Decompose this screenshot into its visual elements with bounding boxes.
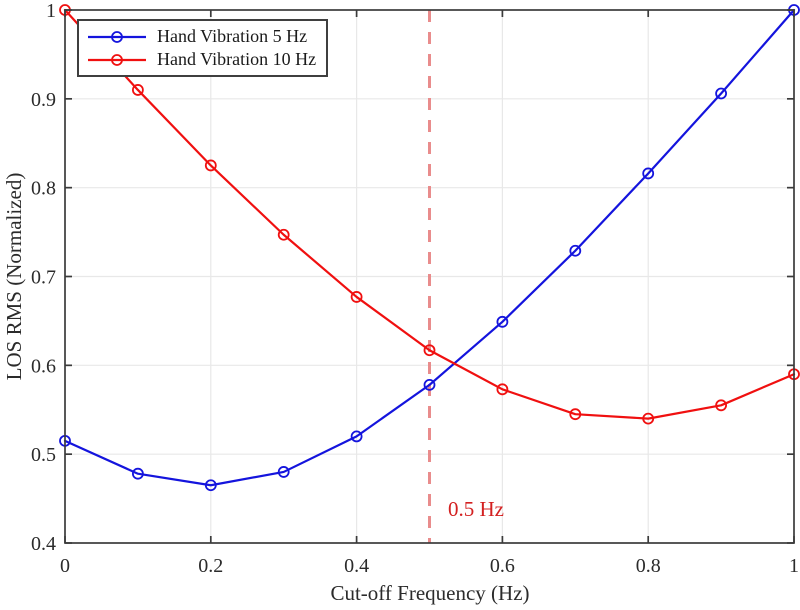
legend-item-10hz[interactable]: Hand Vibration 10 Hz xyxy=(86,48,316,71)
data-point-marker xyxy=(277,466,290,478)
data-point-marker xyxy=(642,167,655,180)
data-point-marker xyxy=(350,291,363,303)
legend-label-5hz: Hand Vibration 5 Hz xyxy=(157,26,308,46)
data-point-marker xyxy=(642,412,655,425)
y-tick-label: 0.7 xyxy=(31,267,56,289)
data-point-marker xyxy=(496,315,509,328)
y-tick-label: 0.4 xyxy=(31,533,56,555)
legend-marker-blue-circle-icon xyxy=(111,30,123,43)
data-point-marker xyxy=(204,159,217,172)
data-point-marker xyxy=(715,87,727,100)
y-tick-label: 0.6 xyxy=(31,355,56,377)
x-tick-label: 1 xyxy=(789,555,799,577)
x-tick-label: 0.2 xyxy=(198,555,223,577)
legend-line-sample-blue xyxy=(88,30,146,43)
x-tick-label: 0.4 xyxy=(344,555,369,577)
y-tick-label: 0.8 xyxy=(31,178,56,200)
data-point-marker xyxy=(277,228,290,241)
data-point-marker xyxy=(423,344,436,357)
data-point-marker xyxy=(569,244,582,257)
data-point-marker xyxy=(569,408,582,421)
x-tick-label: 0.6 xyxy=(490,555,515,577)
data-point-marker xyxy=(204,479,217,492)
legend-marker-red-circle-icon xyxy=(111,53,123,66)
data-point-marker xyxy=(496,383,509,396)
data-point-marker xyxy=(715,399,727,412)
y-tick-label: 0.9 xyxy=(31,89,56,111)
data-point-marker xyxy=(131,84,144,96)
data-point-marker xyxy=(131,467,144,480)
series-line-0 xyxy=(63,8,796,487)
x-tick-label: 0.8 xyxy=(636,555,661,577)
data-point-marker xyxy=(423,378,436,391)
legend: Hand Vibration 5 Hz Hand Vibration 10 Hz xyxy=(77,19,329,77)
cutoff-annotation: 0.5 Hz xyxy=(448,497,504,521)
series-line-1 xyxy=(63,8,796,420)
y-tick-label: 1 xyxy=(46,0,56,22)
x-tick-label: 0 xyxy=(60,555,70,577)
legend-label-10hz: Hand Vibration 10 Hz xyxy=(157,49,317,69)
x-axis-label: Cut-off Frequency (Hz) xyxy=(330,581,530,605)
y-tick-label: 0.5 xyxy=(31,444,56,466)
legend-line-sample-red xyxy=(88,53,146,66)
legend-item-5hz[interactable]: Hand Vibration 5 Hz xyxy=(86,25,316,48)
data-point-marker xyxy=(350,430,363,443)
y-axis-label: LOS RMS (Normalized) xyxy=(2,172,26,381)
